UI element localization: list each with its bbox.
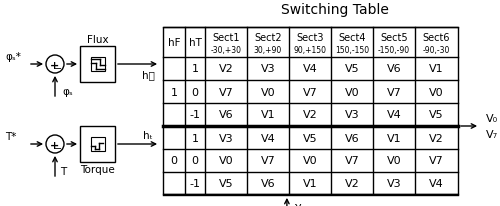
Text: h₟: h₟ — [142, 70, 154, 80]
Text: +: + — [50, 140, 58, 150]
Text: V3: V3 — [344, 110, 360, 120]
Text: Sect1: Sect1 — [212, 33, 240, 43]
Text: V7: V7 — [302, 87, 318, 97]
Text: V4: V4 — [260, 133, 276, 143]
Text: V7: V7 — [429, 156, 444, 166]
Text: V7: V7 — [386, 87, 402, 97]
Text: 1: 1 — [192, 64, 198, 74]
Text: V1: V1 — [386, 133, 402, 143]
Text: V4: V4 — [386, 110, 402, 120]
Text: Flux: Flux — [86, 35, 108, 45]
Bar — [80, 47, 115, 83]
Text: V3: V3 — [386, 179, 402, 188]
Text: 150,-150: 150,-150 — [335, 45, 369, 54]
Text: Sect5: Sect5 — [380, 33, 408, 43]
Text: Sect6: Sect6 — [423, 33, 450, 43]
Text: 90,+150: 90,+150 — [294, 45, 326, 54]
Text: V4: V4 — [429, 179, 444, 188]
Bar — [90, 58, 104, 72]
Text: V2: V2 — [429, 133, 444, 143]
Text: V0: V0 — [218, 156, 234, 166]
Text: +: + — [50, 61, 58, 71]
Text: γₛ: γₛ — [295, 201, 306, 206]
Text: −: − — [54, 64, 62, 74]
Text: V2: V2 — [344, 179, 360, 188]
Text: φₛ*: φₛ* — [5, 52, 21, 62]
Text: V0: V0 — [386, 156, 402, 166]
Text: V5: V5 — [218, 179, 234, 188]
Text: V1: V1 — [302, 179, 318, 188]
Circle shape — [46, 135, 64, 153]
Text: V0: V0 — [429, 87, 444, 97]
Text: Switching Table: Switching Table — [281, 3, 389, 17]
Text: V5: V5 — [429, 110, 444, 120]
Text: V6: V6 — [386, 64, 402, 74]
Text: φₛ: φₛ — [62, 87, 73, 97]
Text: Sect3: Sect3 — [296, 33, 324, 43]
Text: Sect4: Sect4 — [338, 33, 366, 43]
Text: -30,+30: -30,+30 — [210, 45, 242, 54]
Text: V3: V3 — [218, 133, 234, 143]
Text: V2: V2 — [218, 64, 234, 74]
Text: T: T — [60, 166, 66, 176]
Text: hₜ: hₜ — [143, 130, 153, 140]
Text: −: − — [54, 143, 62, 153]
Text: V7: V7 — [260, 156, 276, 166]
Text: -1: -1 — [190, 110, 200, 120]
Text: V₇: V₇ — [486, 129, 498, 139]
Text: V1: V1 — [429, 64, 444, 74]
Circle shape — [46, 56, 64, 74]
Text: Torque: Torque — [80, 164, 115, 174]
Text: T*: T* — [5, 131, 16, 141]
Text: V0: V0 — [260, 87, 276, 97]
Text: V1: V1 — [260, 110, 276, 120]
Text: V7: V7 — [344, 156, 360, 166]
Text: 0: 0 — [192, 87, 198, 97]
Text: -90,-30: -90,-30 — [423, 45, 450, 54]
Bar — [163, 28, 458, 194]
Text: V2: V2 — [302, 110, 318, 120]
Text: V0: V0 — [302, 156, 318, 166]
Bar — [80, 126, 115, 162]
Text: 1: 1 — [192, 133, 198, 143]
Text: V6: V6 — [260, 179, 276, 188]
Text: V6: V6 — [344, 133, 360, 143]
Text: V3: V3 — [260, 64, 276, 74]
Text: -1: -1 — [190, 179, 200, 188]
Text: V₀: V₀ — [486, 114, 498, 123]
Text: hT: hT — [188, 38, 202, 48]
Text: 1: 1 — [170, 87, 177, 97]
Text: V5: V5 — [302, 133, 318, 143]
Text: V0: V0 — [344, 87, 360, 97]
Bar — [90, 137, 104, 151]
Text: Sect2: Sect2 — [254, 33, 282, 43]
Text: 0: 0 — [170, 156, 177, 166]
Text: V6: V6 — [218, 110, 234, 120]
Text: hF: hF — [168, 38, 180, 48]
Text: V5: V5 — [344, 64, 360, 74]
Text: -150,-90: -150,-90 — [378, 45, 410, 54]
Text: V4: V4 — [302, 64, 318, 74]
Text: 0: 0 — [192, 156, 198, 166]
Text: V7: V7 — [218, 87, 234, 97]
Text: 30,+90: 30,+90 — [254, 45, 282, 54]
